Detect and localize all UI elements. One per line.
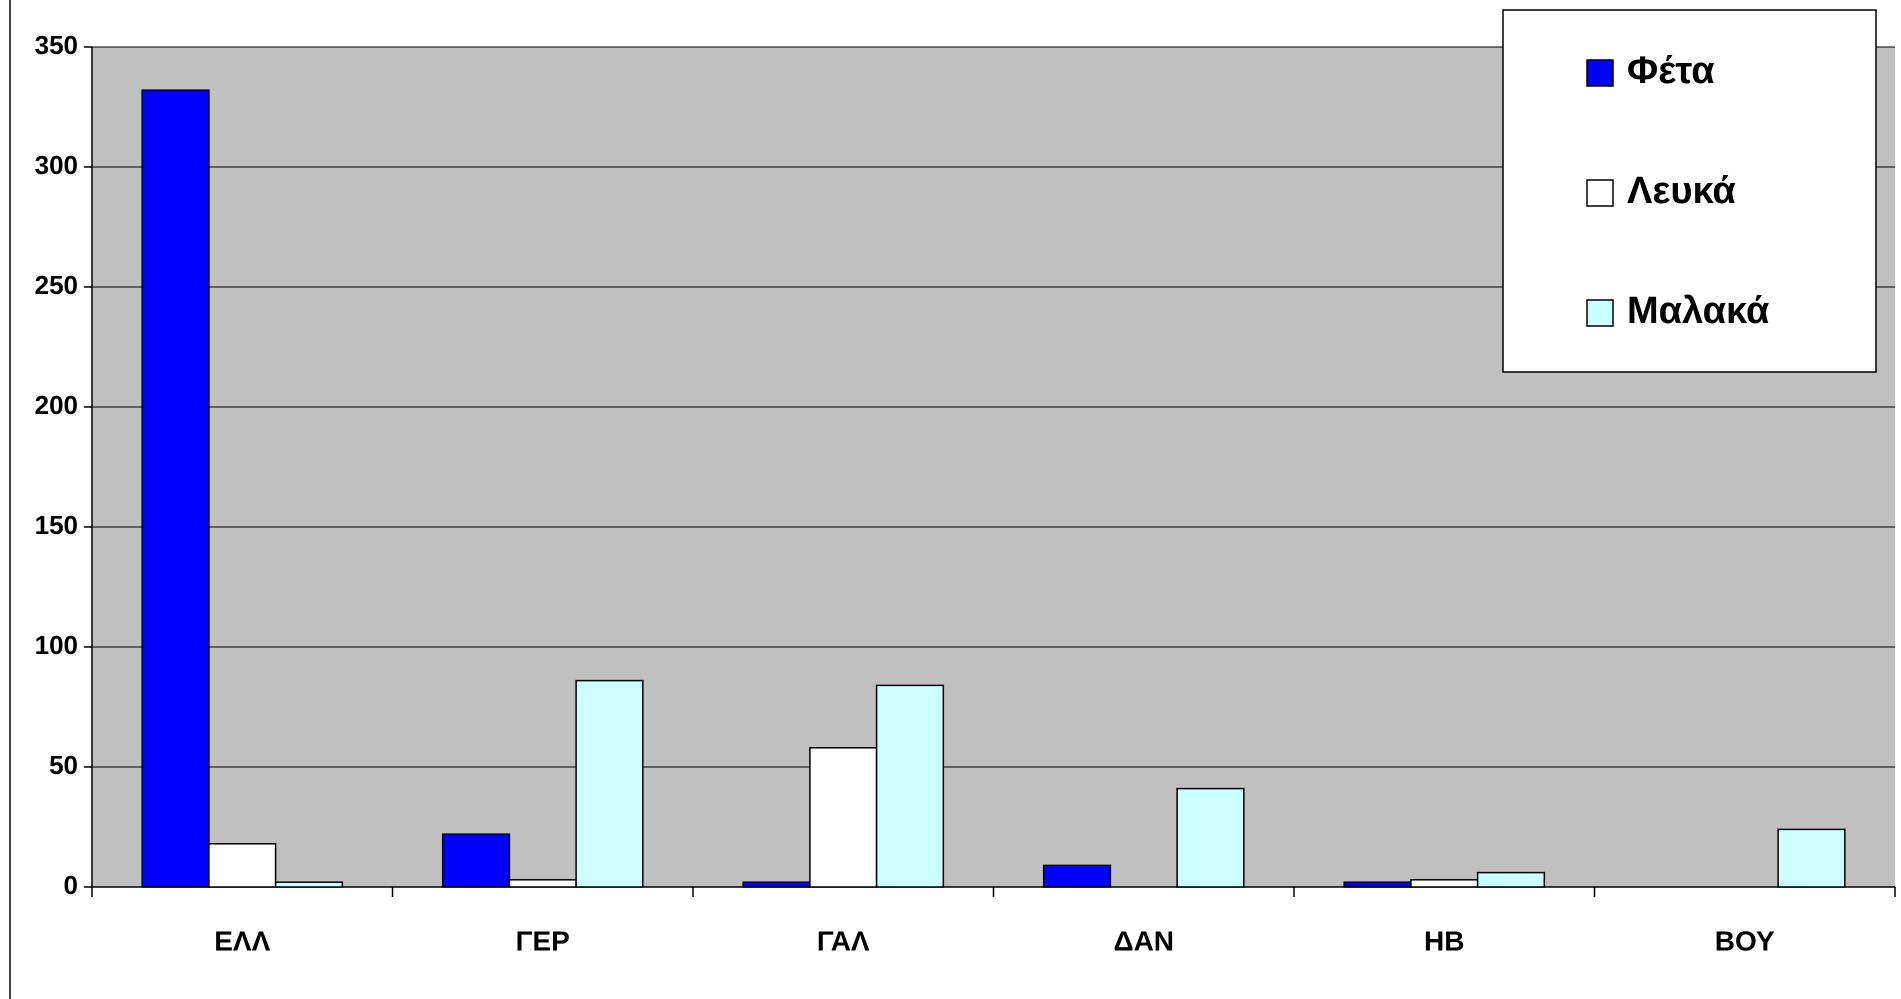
y-tick-label: 250 — [35, 270, 78, 300]
bar — [441, 833, 511, 888]
x-tick-label: ΗΒ — [1424, 925, 1464, 956]
bar — [1176, 787, 1245, 888]
legend-box — [1502, 9, 1877, 373]
bar — [508, 879, 577, 888]
bar — [1410, 879, 1479, 888]
legend-swatch — [1586, 179, 1614, 207]
bar — [1476, 871, 1546, 888]
x-tick-label: ΓΕΡ — [516, 925, 570, 956]
y-tick-label: 300 — [35, 150, 78, 180]
bar — [809, 747, 878, 888]
y-tick-label: 200 — [35, 390, 78, 420]
bar — [274, 881, 344, 888]
y-tick-label: 150 — [35, 510, 78, 540]
bar — [875, 684, 945, 888]
y-tick-label: 100 — [35, 630, 78, 660]
x-tick-label: ΓΑΛ — [817, 925, 870, 956]
x-tick-label: ΕΛΛ — [214, 925, 270, 956]
y-tick-label: 50 — [49, 750, 78, 780]
legend-swatch — [1586, 299, 1614, 327]
y-tick-label: 0 — [64, 870, 78, 900]
legend-label: Φέτα — [1627, 50, 1715, 92]
bar — [208, 843, 277, 888]
bar — [141, 89, 210, 888]
legend-label: Μαλακά — [1627, 290, 1769, 332]
bar — [575, 679, 644, 888]
x-tick-label: ΔΑΝ — [1113, 925, 1174, 956]
x-tick-label: ΒΟΥ — [1715, 925, 1775, 956]
bar — [1042, 864, 1112, 888]
legend-swatch — [1586, 59, 1614, 87]
legend-label: Λευκά — [1627, 170, 1736, 212]
y-tick-label: 350 — [35, 30, 78, 60]
bar — [742, 881, 811, 888]
bar — [1777, 828, 1846, 888]
bar — [1343, 881, 1412, 888]
